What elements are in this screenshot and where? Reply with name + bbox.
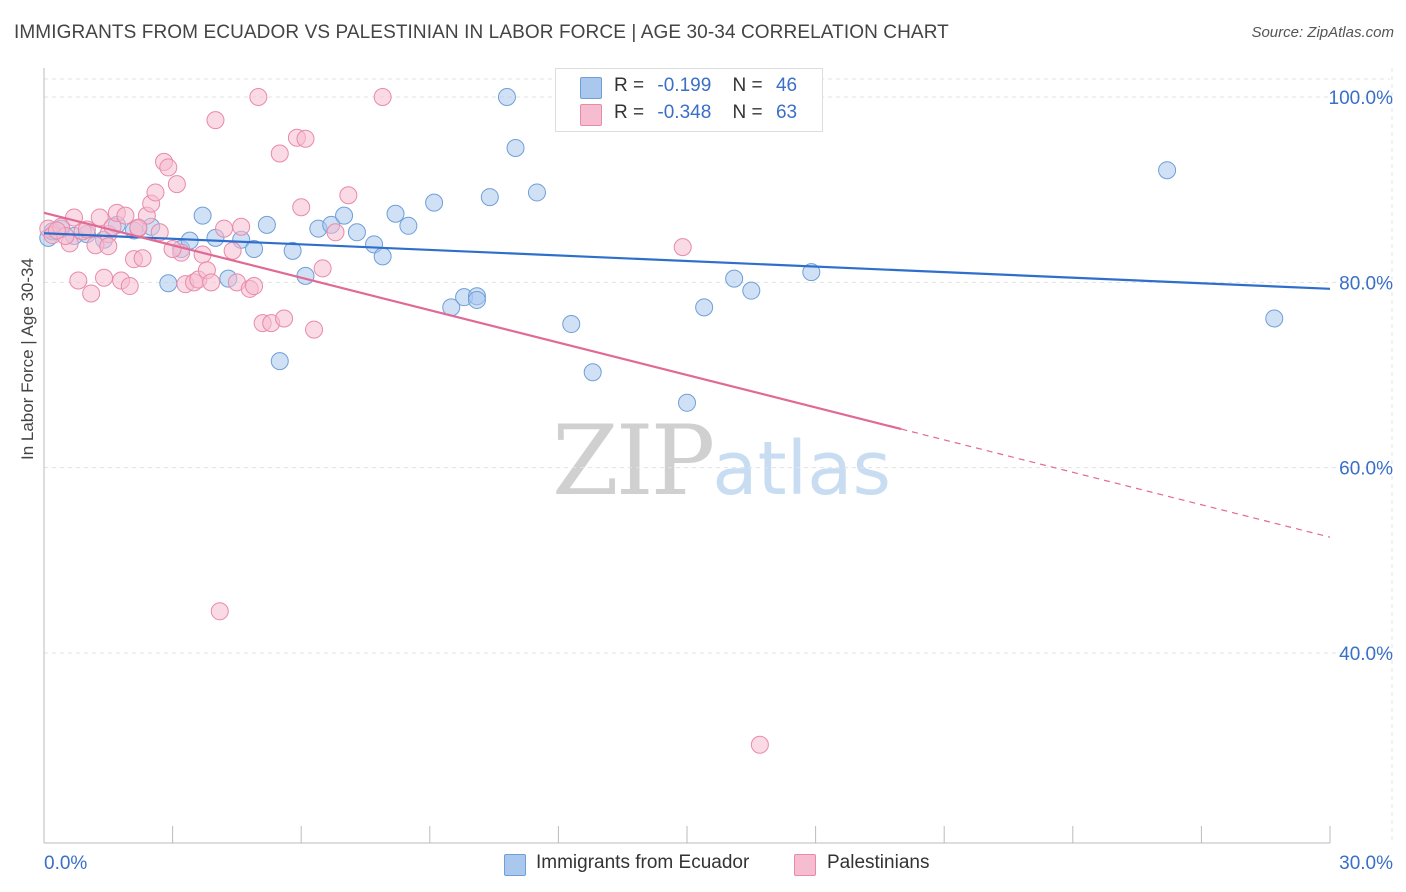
legend-n-value: 63: [775, 102, 798, 123]
legend-n-value: 46: [775, 75, 798, 96]
point-palestinian: [133, 249, 152, 268]
point-palestinian: [673, 238, 692, 257]
point-palestinian: [270, 144, 289, 163]
source-label: Source: ZipAtlas.com: [1251, 24, 1394, 41]
point-ecuador: [159, 274, 178, 293]
point-ecuador: [583, 363, 602, 382]
point-palestinian: [206, 111, 225, 130]
stats-legend: R = -0.199 N = 46 R = -0.348 N = 63: [555, 68, 823, 132]
point-palestinian: [159, 158, 178, 177]
legend-swatch-palestinian: [580, 104, 602, 126]
point-ecuador: [742, 281, 761, 300]
point-palestinian: [95, 268, 114, 287]
point-ecuador: [678, 393, 696, 412]
watermark-atlas: atlas: [712, 426, 892, 512]
point-ecuador: [335, 206, 354, 225]
point-palestinian: [305, 320, 324, 339]
tick-labels: 100.0% 80.0% 60.0% 40.0% 0.0% 30.0%: [44, 88, 1393, 874]
point-palestinian: [146, 183, 165, 202]
legend-swatch-ecuador: [580, 77, 602, 99]
legend-r-label: R =: [614, 102, 645, 123]
point-ecuador: [1158, 161, 1177, 180]
watermark-zip: ZIP: [552, 405, 715, 517]
grid-lines: [44, 68, 1393, 843]
bottom-legend-ecuador: Immigrants from Ecuador: [536, 852, 750, 873]
legend-r-label: R =: [614, 75, 645, 96]
point-ecuador: [373, 247, 392, 266]
trend-line-palestinian-extrapolated: [901, 428, 1331, 538]
point-palestinian: [313, 259, 332, 278]
point-ecuador: [506, 138, 525, 157]
point-palestinian: [120, 277, 139, 296]
chart-title: IMMIGRANTS FROM ECUADOR VS PALESTINIAN I…: [14, 22, 949, 43]
point-ecuador: [562, 315, 581, 334]
point-palestinian: [245, 277, 264, 296]
axes: [43, 68, 1331, 844]
point-ecuador: [425, 193, 444, 212]
point-palestinian: [326, 223, 345, 242]
point-palestinian: [373, 88, 392, 106]
point-palestinian: [82, 284, 101, 303]
legend-row-ecuador: R = -0.199 N = 46: [614, 75, 797, 97]
point-ecuador: [347, 223, 366, 242]
x-tick-label: 0.0%: [44, 853, 87, 874]
y-tick-label: 60.0%: [1339, 459, 1393, 480]
x-tick-label: 30.0%: [1339, 853, 1393, 874]
y-tick-label: 80.0%: [1339, 273, 1393, 294]
trend-lines: [43, 211, 1331, 538]
y-tick-label: 100.0%: [1329, 88, 1394, 109]
point-ecuador: [270, 352, 289, 371]
point-ecuador: [386, 204, 405, 223]
point-ecuador: [695, 298, 714, 317]
bottom-legend-swatch-palestinian: [794, 854, 816, 876]
point-ecuador: [497, 88, 516, 106]
trend-line-ecuador: [43, 232, 1331, 290]
point-ecuador: [1265, 309, 1284, 328]
point-palestinian: [296, 129, 315, 148]
point-ecuador: [296, 266, 315, 285]
point-palestinian: [150, 223, 169, 242]
bottom-legend-palestinian: Palestinians: [827, 852, 930, 873]
point-palestinian: [47, 221, 66, 240]
trend-line-palestinian: [43, 211, 902, 431]
point-palestinian: [275, 309, 294, 328]
legend-r-value: -0.348: [657, 102, 712, 123]
point-palestinian: [116, 206, 135, 225]
point-palestinian: [215, 219, 234, 238]
watermark: ZIPatlas: [552, 405, 891, 517]
point-ecuador: [257, 215, 276, 234]
point-ecuador: [245, 239, 264, 258]
point-palestinian: [232, 217, 251, 236]
point-palestinian: [249, 88, 268, 106]
y-tick-label: 40.0%: [1339, 644, 1393, 665]
legend-r-value: -0.199: [657, 75, 712, 96]
point-palestinian: [223, 241, 242, 260]
point-palestinian: [750, 735, 769, 754]
point-ecuador: [193, 206, 212, 225]
legend-n-label: N =: [732, 75, 763, 96]
point-ecuador: [480, 188, 499, 207]
point-ecuador: [399, 216, 418, 235]
point-palestinian: [129, 218, 148, 237]
point-ecuador: [283, 241, 302, 260]
point-palestinian: [99, 237, 118, 256]
point-palestinian: [210, 602, 229, 621]
point-ecuador: [527, 183, 546, 202]
point-ecuador: [725, 269, 744, 288]
bottom-legend-swatch-ecuador: [504, 854, 526, 876]
point-palestinian: [167, 175, 186, 194]
point-ecuador: [802, 263, 821, 282]
legend-n-label: N =: [732, 102, 763, 123]
point-palestinian: [339, 186, 358, 205]
point-palestinian: [69, 271, 88, 290]
point-ecuador: [467, 290, 486, 309]
point-palestinian: [202, 273, 221, 292]
data-points: [39, 88, 1284, 754]
legend-row-palestinian: R = -0.348 N = 63: [614, 102, 797, 124]
point-palestinian: [292, 198, 311, 217]
